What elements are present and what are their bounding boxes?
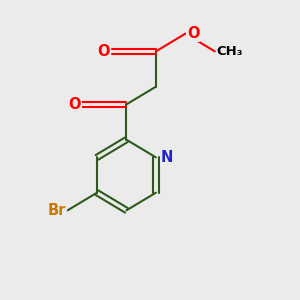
- Text: Br: Br: [48, 203, 66, 218]
- Text: N: N: [160, 150, 173, 165]
- Text: O: O: [187, 26, 199, 41]
- Text: O: O: [68, 97, 81, 112]
- Text: CH₃: CH₃: [216, 45, 243, 58]
- Text: O: O: [98, 44, 110, 59]
